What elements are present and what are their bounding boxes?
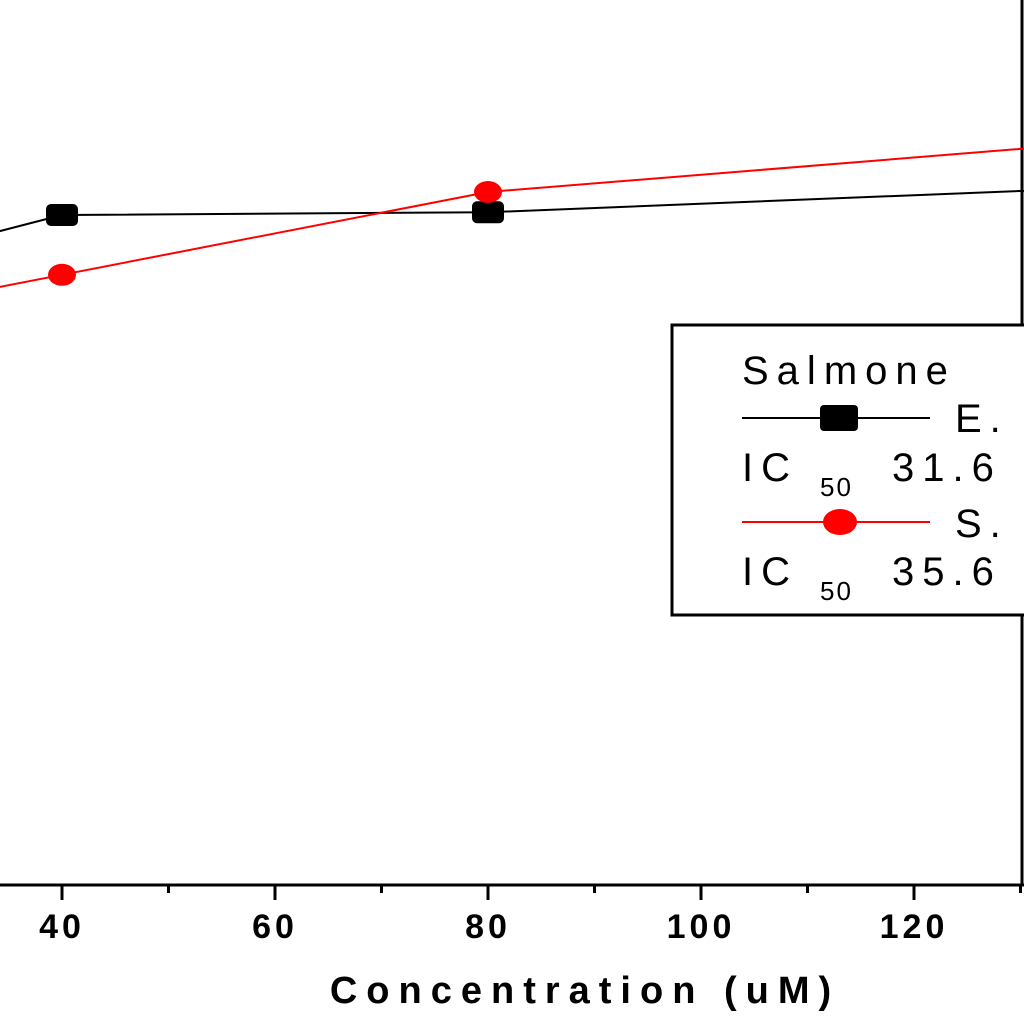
series-line-0 [0, 189, 1024, 233]
legend-entry-s: S. [742, 502, 1009, 546]
data-point-0-2 [472, 201, 504, 224]
legend-title: Salmone [742, 349, 956, 393]
x-axis-title: Concentration (uM) [330, 970, 840, 1012]
x-tick-label: 120 [880, 908, 949, 946]
legend-marker-s [823, 509, 857, 535]
legend-ic50-s: IC 50 35.6 [742, 550, 1002, 606]
legend-ic50-sub-e: 50 [820, 472, 853, 502]
legend-box [670, 323, 1024, 617]
data-point-1-1 [48, 263, 76, 286]
series-markers [46, 181, 504, 286]
x-axis-ticks [60, 885, 1022, 900]
legend-ic50-sub-s: 50 [820, 576, 853, 606]
data-point-1-2 [474, 181, 502, 203]
legend-ic50-label-e: IC [742, 446, 798, 490]
legend-label-s: S. [955, 502, 1009, 546]
legend-label-e: E. [955, 397, 1009, 441]
legend-ic50-e: IC 50 31.6 [742, 446, 1002, 502]
x-tick-label: 40 [39, 908, 85, 946]
legend-entry-e: E. [742, 397, 1009, 441]
x-tick-label: 100 [667, 908, 736, 946]
x-tick-label: 60 [252, 908, 298, 946]
legend-ic50-value-e: 31.6 [892, 446, 1002, 490]
legend-marker-e [820, 405, 858, 431]
series-line-1 [0, 147, 1024, 288]
x-tick-label: 80 [465, 908, 511, 946]
legend-ic50-label-s: IC [742, 550, 798, 594]
legend-ic50-value-s: 35.6 [892, 550, 1002, 594]
x-axis-tick-labels: 40 60 80 100 120 [39, 908, 949, 946]
legend: Salmone E. IC 50 31.6 S. IC 50 35.6 [670, 323, 1024, 617]
data-point-0-1 [46, 204, 78, 226]
series-lines [0, 147, 1024, 288]
